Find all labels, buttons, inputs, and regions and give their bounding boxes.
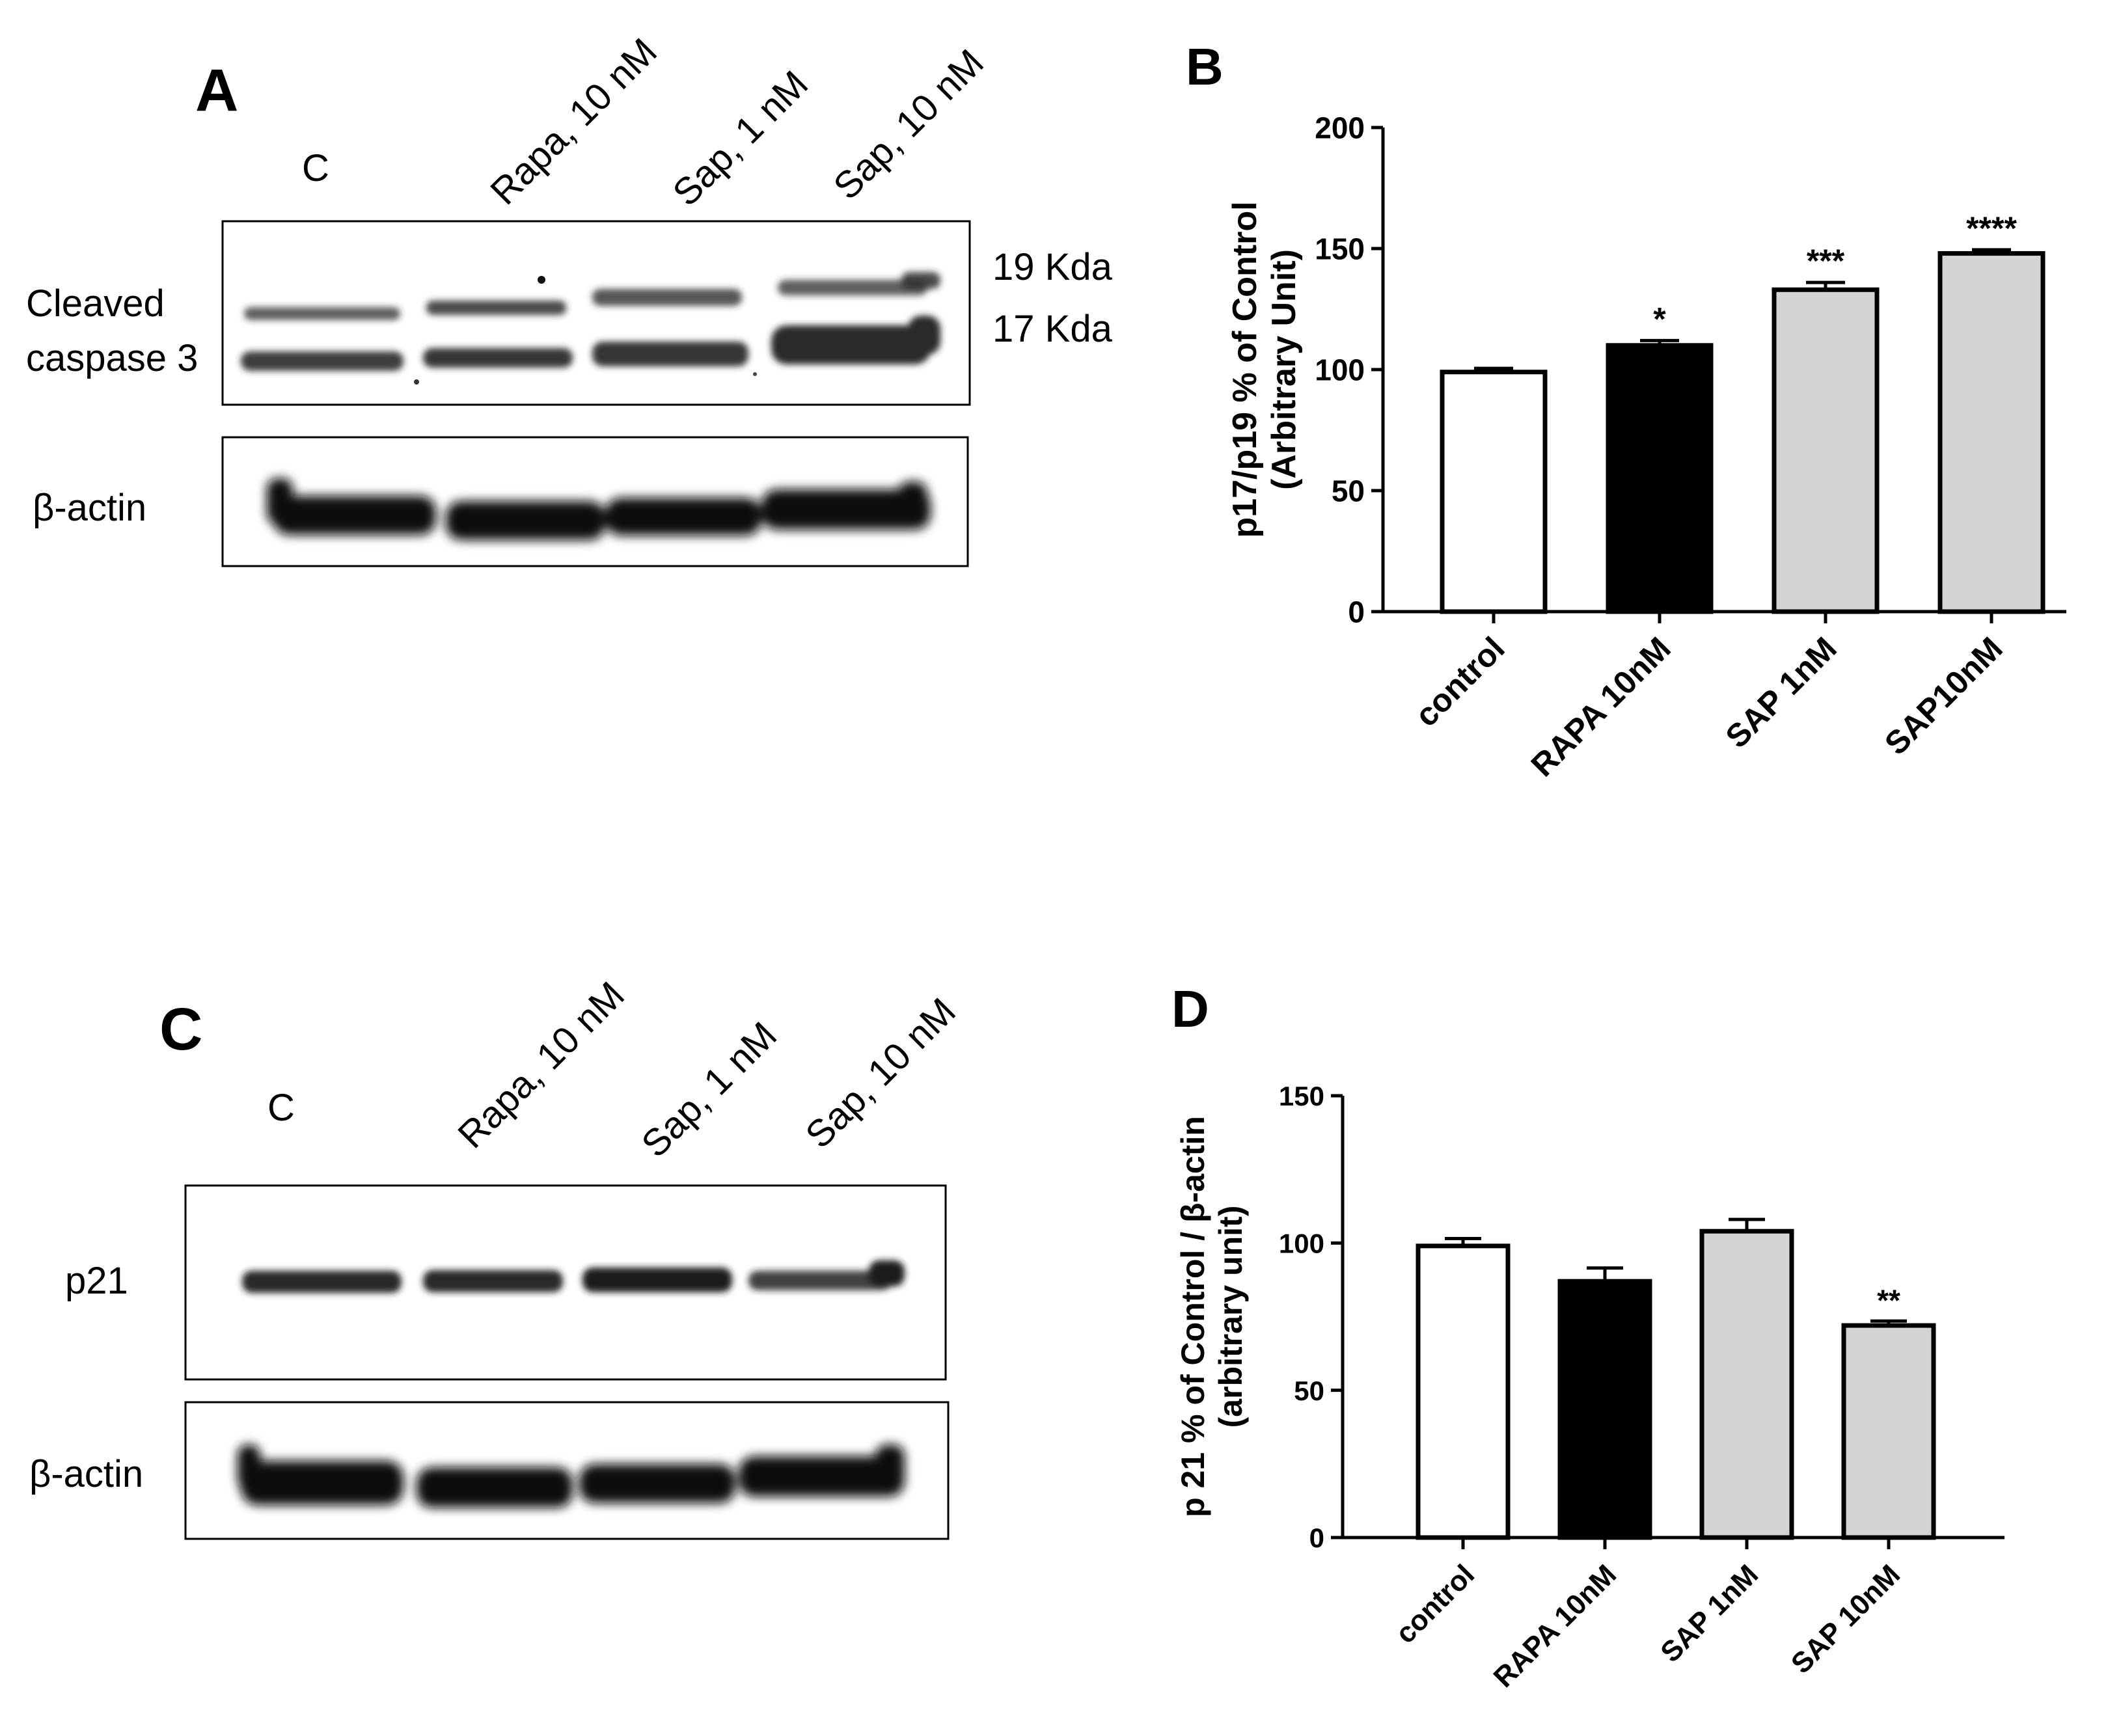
y-tick-label: 150 [1315,232,1365,266]
lane-label-sap-1-c: Sap, 1 nM [633,1014,785,1165]
p21-label: p21 [65,1260,128,1302]
y-axis-label: p 21 % of Control / β-actin [1175,1116,1211,1517]
y-axis-label: p17/p19 % of Control [1226,201,1264,537]
bar-control [1416,1243,1511,1540]
marker-19-kda: 19 Kda [992,246,1113,288]
lane-label-c2: C [267,1087,295,1129]
y-axis-label-line2: (arbitrary unit) [1212,1206,1249,1428]
lane-label-c: C [302,147,329,189]
x-tick-label: SAP10nM [1878,630,2010,762]
lane-label-rapa-10-c: Rapa, 10 nM [450,973,633,1156]
x-tick-label: SAP 1nM [1719,630,1844,755]
actin-blot-a [221,436,969,567]
p21-blot [184,1184,947,1381]
y-axis-label-line2: (Arbitrary Unit) [1265,249,1303,490]
significance-label: ** [1877,1283,1900,1317]
significance-label: *** [1807,243,1845,279]
y-tick-label: 0 [1309,1523,1324,1553]
bar-rapa-10nm [1557,1279,1652,1540]
panel-b-chart: B 0 50 100 150 200 control RAPA 10nM * SAP 1nM **… [1186,38,2066,783]
caspase3-label-line2: caspase 3 [26,337,198,379]
lane-label-rapa-10: Rapa, 10 nM [482,30,665,213]
bar-control [1440,370,1548,614]
bar-sap10nm [1937,251,2046,614]
panel-a-letter: A [195,57,238,124]
y-tick-label: 100 [1279,1228,1324,1258]
caspase3-label-line1: Cleaved [26,282,165,325]
panel-d-chart: D 0 50 100 150 control RAPA 10nM SAP 1nM SAP 10… [1171,980,2005,1694]
lane-label-sap-1: Sap, 1 nM [664,62,816,214]
actin-label-a: β-actin [33,487,146,529]
bar-rapa-10nm [1606,343,1714,614]
significance-label: * [1653,301,1666,337]
x-tick-label: RAPA 10nM [1488,1558,1623,1694]
x-tick-label: RAPA 10nM [1524,630,1678,783]
panel-c: C C Rapa, 10 nM Sap, 1 nM Sap, 10 nM p21 [29,973,964,1540]
y-tick-label: 100 [1315,353,1365,387]
panel-b-letter: B [1186,38,1224,96]
panel-d-letter: D [1171,980,1209,1038]
y-tick-label: 0 [1348,595,1365,629]
actin-blot-c [184,1401,950,1540]
bar-sap-1nm [1772,287,1880,614]
bar-sap-1nm [1699,1228,1794,1540]
y-tick-label: 150 [1279,1081,1324,1111]
y-tick-label: 50 [1332,474,1365,508]
x-tick-label: SAP 1nM [1654,1558,1764,1668]
lane-label-sap-10: Sap, 10 nM [825,41,992,208]
significance-label: **** [1966,210,2017,247]
x-tick-label: control [1389,1558,1481,1649]
lane-label-sap-10-c: Sap, 10 nM [797,990,964,1156]
panel-c-letter: C [159,996,202,1063]
x-tick-label: SAP 10nM [1785,1558,1906,1679]
x-tick-label: control [1408,630,1511,733]
y-tick-label: 200 [1315,111,1365,145]
panel-a: A C Rapa, 10 nM Sap, 1 nM Sap, 10 nM [26,30,1113,567]
marker-17-kda: 17 Kda [992,308,1113,350]
bar-sap-10nm [1841,1323,1936,1540]
actin-label-c: β-actin [29,1453,143,1495]
caspase3-blot [221,220,971,406]
y-tick-label: 50 [1294,1376,1324,1406]
